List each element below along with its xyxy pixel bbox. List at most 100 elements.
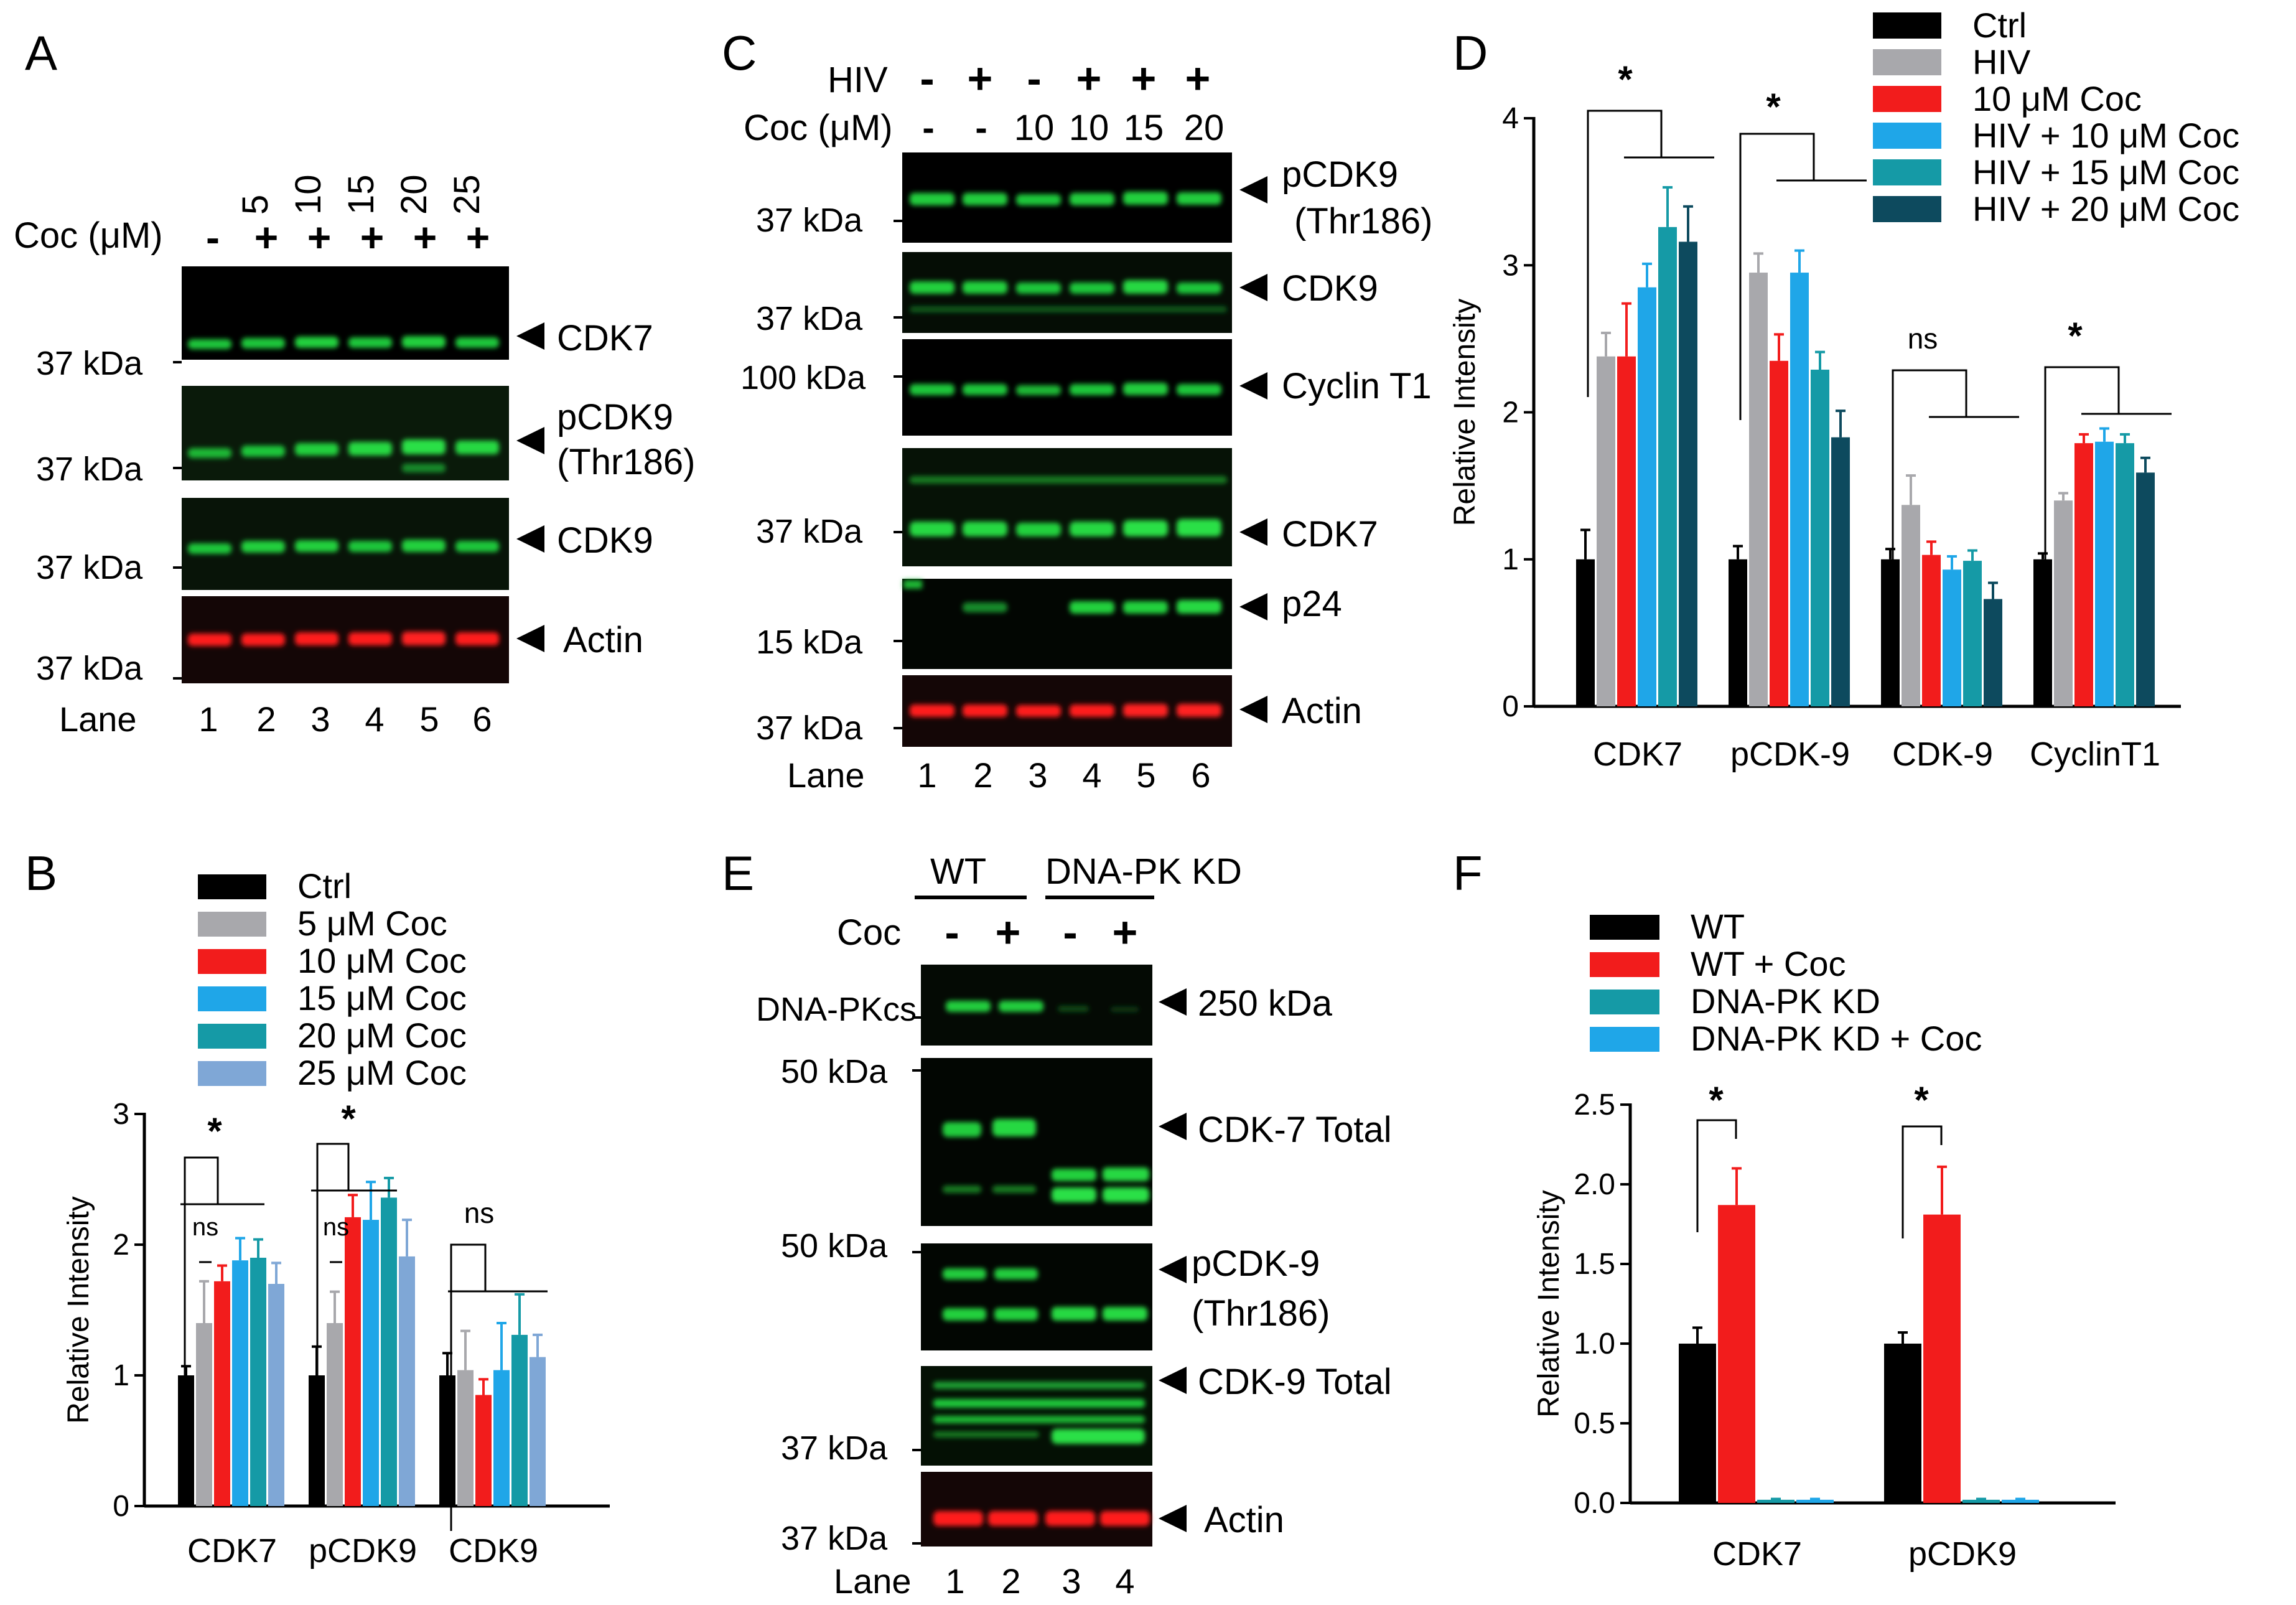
band: [1052, 1169, 1096, 1181]
sign: -: [1027, 54, 1041, 103]
band: [1177, 519, 1221, 536]
legend-swatch: [1873, 49, 1941, 75]
significance-ns: ns: [192, 1214, 218, 1241]
band: [188, 543, 231, 554]
y-tick-label: 4: [1502, 102, 1519, 135]
arrowhead-icon: [1159, 1113, 1187, 1140]
band: [455, 337, 499, 348]
panel-c-blot: HIV - + - + + + Coc (μM) - - 10 10 15 20: [740, 54, 1432, 795]
arrowhead-icon: [1159, 988, 1187, 1016]
legend-swatch: [198, 949, 266, 974]
band: [1177, 192, 1221, 205]
legend-label: HIV + 10 μM Coc: [1972, 116, 2239, 155]
panel-label-e: E: [722, 846, 754, 901]
y-tick-label: 0: [1502, 690, 1519, 723]
band: [1103, 1187, 1149, 1202]
kda-marker: 37 kDa: [36, 549, 143, 586]
panel-label-d: D: [1453, 26, 1488, 80]
band: [946, 1001, 991, 1012]
panel-label-b: B: [25, 846, 57, 901]
coc-label: Coc (μM): [744, 108, 893, 148]
legend-label: WT: [1691, 907, 1745, 946]
bar: [327, 1323, 343, 1506]
panel-e-blot: WT DNA-PK KD Coc - + - + 250 kDa: [756, 851, 1392, 1601]
chart-b: 0 1 2 3 Relative Intensity CDK7 pCDK9 CDK9 Ctrl5…: [62, 866, 610, 1570]
lane-number: 3: [1062, 1561, 1081, 1601]
band: [933, 1431, 1039, 1438]
significance-star: *: [2068, 315, 2083, 357]
cdk9-bands: [188, 540, 499, 554]
bar: [250, 1258, 266, 1506]
legend-label: 15 μM Coc: [297, 978, 467, 1018]
bar: [214, 1281, 230, 1506]
significance-bracket: [450, 1243, 487, 1531]
significance-star: *: [1766, 86, 1781, 128]
band: [992, 1119, 1036, 1136]
lane-number: 2: [256, 700, 276, 739]
lane-number: 3: [1028, 756, 1047, 795]
band: [295, 443, 338, 456]
significance-star: *: [207, 1110, 222, 1152]
blot-label-p24: p24: [1282, 584, 1342, 624]
coc-value: -: [975, 108, 987, 148]
bar: [1749, 273, 1768, 706]
cdk7-bands: [910, 476, 1227, 536]
band: [295, 632, 338, 645]
band: [933, 1416, 1145, 1423]
significance-bracket: [1902, 1125, 1943, 1238]
legend-label: HIV + 20 μM Coc: [1972, 189, 2239, 228]
legend-swatch: [1590, 990, 1659, 1014]
lane-number: 1: [945, 1561, 964, 1601]
band: [348, 632, 392, 645]
panel-label-c: C: [722, 26, 757, 80]
lane-numbers: 1 2 3 4 5 6: [917, 756, 1210, 795]
blot-label-cdk7: CDK7: [557, 318, 653, 358]
arrowhead-icon: [516, 625, 544, 652]
bar: [1796, 1499, 1834, 1503]
sign: -: [206, 214, 220, 260]
band: [1070, 193, 1114, 205]
blot-label-pcdk9-line2: (Thr186): [557, 442, 695, 482]
sign: +: [1113, 908, 1138, 957]
hiv-label: HIV: [828, 60, 888, 100]
actin-bands: [933, 1511, 1150, 1526]
band: [1052, 1307, 1096, 1321]
legend-label: 20 μM Coc: [297, 1016, 467, 1055]
kda-marker: 15 kDa: [756, 624, 863, 661]
band: [188, 634, 231, 646]
kda-marker: 37 kDa: [781, 1430, 888, 1467]
band: [1103, 1167, 1149, 1181]
x-tick-label: CyclinT1: [2030, 736, 2160, 773]
lane-number: 1: [198, 700, 218, 739]
y-axis-title: Relative Intensity: [1449, 299, 1482, 526]
band: [455, 441, 499, 454]
bar: [530, 1357, 546, 1506]
sign: -: [1063, 908, 1077, 957]
y-tick-label: 2.0: [1574, 1168, 1615, 1201]
blot-strip-actin: [921, 1472, 1152, 1547]
kda-marker: 100 kDa: [740, 359, 866, 396]
band: [1045, 1511, 1095, 1526]
band: [1016, 705, 1061, 717]
x-tick-label: CDK7: [187, 1532, 277, 1570]
band: [1052, 1187, 1096, 1202]
coc-value: 10: [1014, 108, 1055, 148]
band: [1058, 1006, 1089, 1012]
significance-star: *: [1914, 1079, 1929, 1121]
lane-number: 3: [310, 700, 330, 739]
lane-label: Lane: [787, 756, 865, 795]
blot-label-cdk9-total: CDK-9 Total: [1198, 1362, 1392, 1402]
lane-number: 6: [1191, 756, 1210, 795]
blot-strip-p24: [902, 579, 1232, 669]
y-tick-label: 0.0: [1574, 1487, 1615, 1520]
significance-bracket: [1587, 110, 1663, 397]
band: [1016, 523, 1061, 536]
legend-label: Ctrl: [297, 866, 352, 905]
actin-bands: [188, 632, 499, 646]
hiv-sign-row: - + - + + +: [920, 54, 1210, 103]
blot-strip-cdk7: [902, 448, 1232, 566]
significance-bracket: [316, 1143, 350, 1430]
significance-star: *: [1709, 1079, 1724, 1121]
coc-value: -: [922, 108, 934, 148]
bar: [1984, 599, 2002, 706]
